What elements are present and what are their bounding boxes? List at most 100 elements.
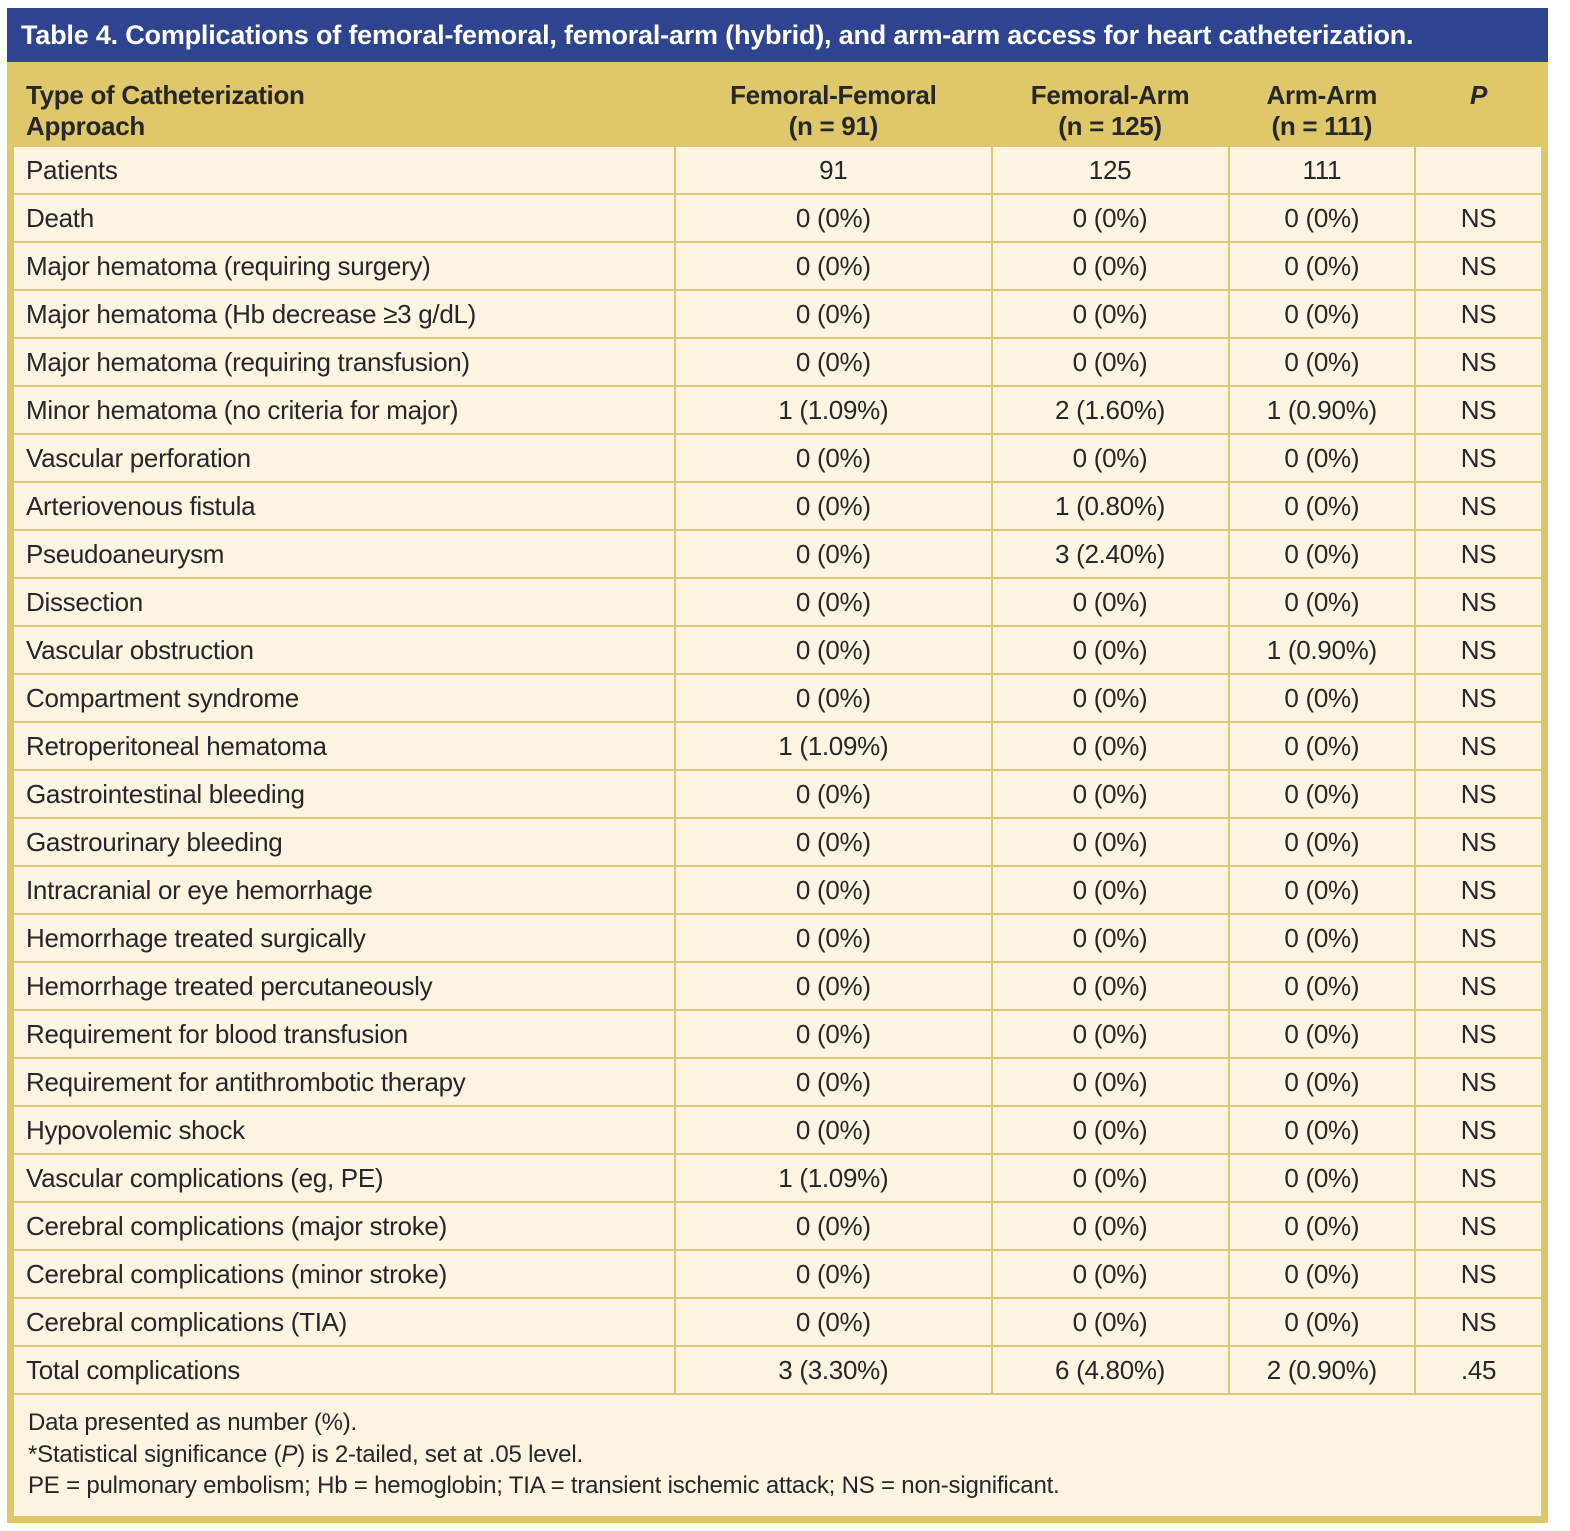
cell-arm-arm: 0 (0%) xyxy=(1227,193,1417,243)
table-title: Table 4. Complications of femoral-femora… xyxy=(21,19,1414,50)
cell-arm-arm: 0 (0%) xyxy=(1227,481,1417,531)
row-label: Cerebral complications (TIA) xyxy=(11,1297,677,1347)
cell-femoral-arm: 3 (2.40%) xyxy=(990,529,1230,579)
cell-p-value: NS xyxy=(1414,865,1543,915)
cell-arm-arm: 0 (0%) xyxy=(1227,433,1417,483)
cell-femoral-femoral: 0 (0%) xyxy=(674,1009,993,1059)
row-label: Death xyxy=(11,193,677,243)
table-row: Vascular perforation 0 (0%) 0 (0%) 0 (0%… xyxy=(11,433,1543,483)
table-figure: Table 4. Complications of femoral-femora… xyxy=(7,8,1548,1524)
cell-p-value: NS xyxy=(1414,529,1543,579)
cell-femoral-arm: 0 (0%) xyxy=(990,1105,1230,1155)
footnote-row: Data presented as number (%). *Statistic… xyxy=(12,1392,1543,1519)
header-n-count: (n = 125) xyxy=(1058,110,1162,141)
cell-femoral-femoral: 0 (0%) xyxy=(674,1249,993,1299)
table-row: Arteriovenous fistula 0 (0%) 1 (0.80%) 0… xyxy=(11,481,1543,531)
cell-arm-arm: 0 (0%) xyxy=(1227,913,1417,963)
row-label: Vascular perforation xyxy=(11,433,677,483)
table-row: Hypovolemic shock 0 (0%) 0 (0%) 0 (0%) N… xyxy=(11,1105,1543,1155)
cell-femoral-femoral: 0 (0%) xyxy=(674,961,993,1011)
cell-arm-arm: 0 (0%) xyxy=(1227,1249,1417,1299)
cell-arm-arm: 0 (0%) xyxy=(1227,289,1417,339)
cell-arm-arm: 0 (0%) xyxy=(1227,577,1417,627)
row-label: Arteriovenous fistula xyxy=(11,481,677,531)
cell-femoral-arm: 1 (0.80%) xyxy=(990,481,1230,531)
header-line: Femoral-Arm xyxy=(1030,80,1190,110)
cell-p-value: NS xyxy=(1414,1105,1543,1155)
row-label: Requirement for antithrombotic therapy xyxy=(11,1057,677,1107)
cell-p-value xyxy=(1414,145,1543,195)
column-header-p-value: P xyxy=(1414,67,1543,147)
row-label: Vascular obstruction xyxy=(11,625,677,675)
cell-arm-arm: 0 (0%) xyxy=(1227,865,1417,915)
row-label: Major hematoma (Hb decrease ≥3 g/dL) xyxy=(11,289,677,339)
cell-p-value: NS xyxy=(1414,817,1543,867)
table-row: Major hematoma (requiring surgery) 0 (0%… xyxy=(11,241,1543,291)
row-label: Hemorrhage treated surgically xyxy=(11,913,677,963)
cell-p-value: NS xyxy=(1414,673,1543,723)
row-label: Compartment syndrome xyxy=(11,673,677,723)
cell-femoral-arm: 0 (0%) xyxy=(990,1009,1230,1059)
cell-femoral-arm: 0 (0%) xyxy=(990,961,1230,1011)
footnote-significance: *Statistical significance (P) is 2-taile… xyxy=(28,1439,1527,1471)
row-label: Pseudoaneurysm xyxy=(11,529,677,579)
footnote-text: ) is 2-tailed, set at .05 level. xyxy=(297,1440,583,1468)
cell-femoral-femoral: 0 (0%) xyxy=(674,241,993,291)
cell-arm-arm: 0 (0%) xyxy=(1227,241,1417,291)
cell-femoral-arm: 0 (0%) xyxy=(990,913,1230,963)
table-row: Intracranial or eye hemorrhage 0 (0%) 0 … xyxy=(11,865,1543,915)
cell-p-value: NS xyxy=(1414,1201,1543,1251)
cell-arm-arm: 2 (0.90%) xyxy=(1227,1345,1417,1395)
row-label: Gastrourinary bleeding xyxy=(11,817,677,867)
header-line: Femoral-Femoral xyxy=(730,80,937,110)
table-body: Patients 91 125 111 Death 0 (0%) 0 (0%) … xyxy=(11,145,1543,1395)
cell-femoral-femoral: 0 (0%) xyxy=(674,529,993,579)
cell-arm-arm: 0 (0%) xyxy=(1227,1009,1417,1059)
cell-femoral-arm: 0 (0%) xyxy=(990,1297,1230,1347)
cell-femoral-arm: 0 (0%) xyxy=(990,721,1230,771)
row-label: Intracranial or eye hemorrhage xyxy=(11,865,677,915)
footnote-data-format: Data presented as number (%). xyxy=(28,1409,358,1436)
cell-p-value: NS xyxy=(1414,481,1543,531)
row-label: Vascular complications (eg, PE) xyxy=(11,1153,677,1203)
cell-femoral-arm: 0 (0%) xyxy=(990,577,1230,627)
cell-femoral-femoral: 0 (0%) xyxy=(674,769,993,819)
complications-table: Type of Catheterization Approach Femoral… xyxy=(11,67,1543,1519)
cell-femoral-femoral: 0 (0%) xyxy=(674,481,993,531)
row-label: Hemorrhage treated percutaneously xyxy=(11,961,677,1011)
cell-arm-arm: 0 (0%) xyxy=(1227,337,1417,387)
cell-arm-arm: 0 (0%) xyxy=(1227,1201,1417,1251)
header-n-count: (n = 91) xyxy=(788,110,879,141)
cell-femoral-arm: 2 (1.60%) xyxy=(990,385,1230,435)
table-row: Total complications 3 (3.30%) 6 (4.80%) … xyxy=(11,1345,1543,1395)
cell-arm-arm: 0 (0%) xyxy=(1227,961,1417,1011)
cell-femoral-femoral: 0 (0%) xyxy=(674,433,993,483)
cell-arm-arm: 1 (0.90%) xyxy=(1227,625,1417,675)
cell-femoral-femoral: 0 (0%) xyxy=(674,865,993,915)
cell-femoral-femoral: 0 (0%) xyxy=(674,337,993,387)
header-row: Type of Catheterization Approach Femoral… xyxy=(11,67,1543,147)
cell-arm-arm: 0 (0%) xyxy=(1227,1057,1417,1107)
row-label: Dissection xyxy=(11,577,677,627)
cell-femoral-arm: 6 (4.80%) xyxy=(990,1345,1230,1395)
row-label: Total complications xyxy=(11,1345,677,1395)
cell-femoral-arm: 0 (0%) xyxy=(990,241,1230,291)
cell-femoral-arm: 0 (0%) xyxy=(990,289,1230,339)
cell-femoral-arm: 0 (0%) xyxy=(990,433,1230,483)
table-row: Cerebral complications (minor stroke) 0 … xyxy=(11,1249,1543,1299)
cell-p-value: .45 xyxy=(1414,1345,1543,1395)
table-row: Vascular complications (eg, PE) 1 (1.09%… xyxy=(11,1153,1543,1203)
cell-femoral-femoral: 91 xyxy=(674,145,993,195)
cell-femoral-femoral: 0 (0%) xyxy=(674,1057,993,1107)
cell-femoral-femoral: 0 (0%) xyxy=(674,577,993,627)
cell-femoral-arm: 0 (0%) xyxy=(990,1201,1230,1251)
cell-p-value: NS xyxy=(1414,1249,1543,1299)
header-line: Approach xyxy=(26,110,145,141)
footnote-abbreviations: PE = pulmonary embolism; Hb = hemoglobin… xyxy=(28,1472,1060,1500)
footnote-p-symbol: P xyxy=(281,1440,298,1468)
cell-femoral-femoral: 1 (1.09%) xyxy=(674,721,993,771)
table-row: Requirement for antithrombotic therapy 0… xyxy=(11,1057,1543,1107)
cell-arm-arm: 0 (0%) xyxy=(1227,529,1417,579)
column-header-approach: Type of Catheterization Approach xyxy=(11,67,677,147)
table-row: Cerebral complications (major stroke) 0 … xyxy=(11,1201,1543,1251)
